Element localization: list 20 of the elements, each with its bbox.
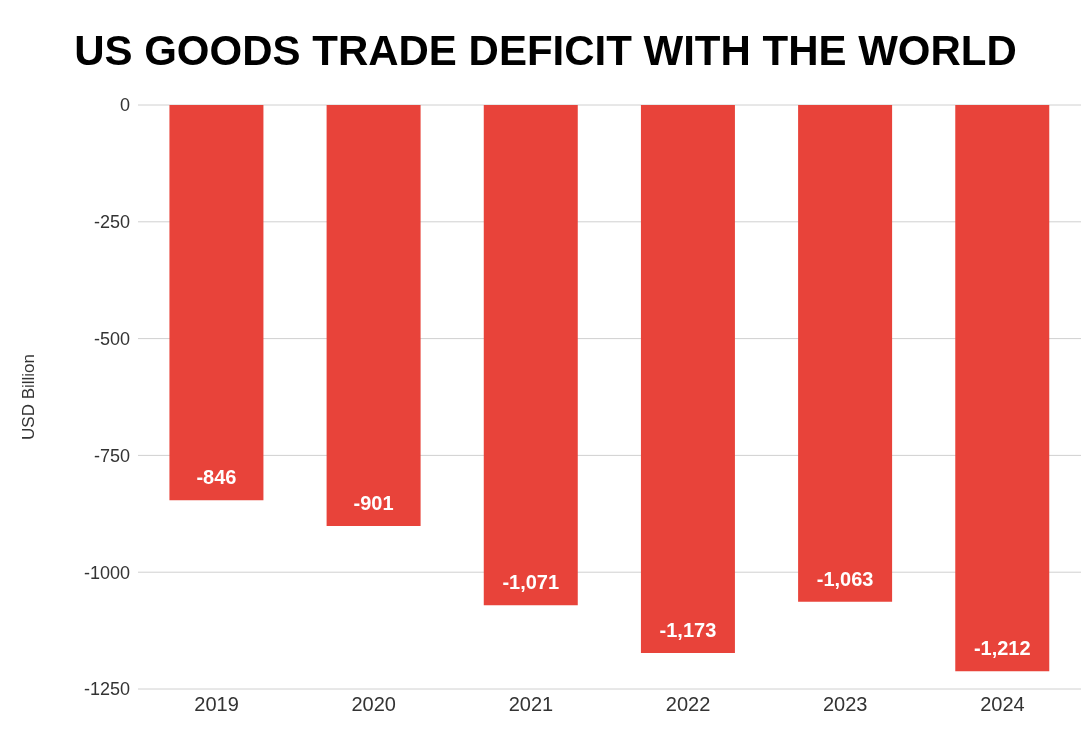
data-label: -1,063 xyxy=(816,567,874,590)
x-tick-label: 2024 xyxy=(980,693,1025,716)
x-tick-label: 2022 xyxy=(665,693,711,716)
y-tick-label: 0 xyxy=(119,95,130,116)
y-tick-label: -1250 xyxy=(83,679,130,700)
data-label: -1,212 xyxy=(973,637,1031,660)
data-label: -846 xyxy=(196,466,237,489)
y-tick-label: -250 xyxy=(93,212,130,233)
x-tick-label: 2020 xyxy=(351,693,396,716)
data-label: -1,071 xyxy=(502,571,560,594)
x-tick-label: 2021 xyxy=(508,693,554,716)
y-tick-label: -500 xyxy=(93,328,130,349)
x-tick-label: 2019 xyxy=(194,693,239,716)
data-label: -1,173 xyxy=(659,619,717,642)
chart-title: US GOODS TRADE DEFICIT WITH THE WORLD xyxy=(73,25,1018,76)
data-label: -901 xyxy=(353,491,394,514)
y-axis-title: USD Billion xyxy=(19,354,39,440)
y-tick-label: -750 xyxy=(93,445,130,466)
x-tick-label: 2023 xyxy=(823,693,868,716)
y-tick-label: -1000 xyxy=(83,562,130,583)
